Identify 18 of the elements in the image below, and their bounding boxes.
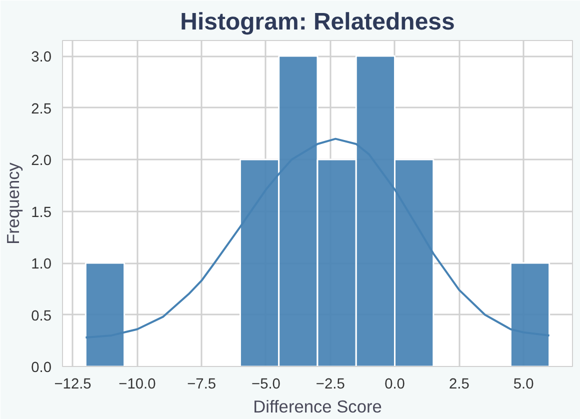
x-tick-label: −7.5 — [187, 376, 216, 392]
x-tick-label: −10.0 — [118, 376, 156, 392]
y-tick-label: 3.0 — [31, 50, 52, 66]
y-tick-label: 2.0 — [31, 153, 52, 170]
y-tick-label: 0.5 — [31, 308, 52, 324]
y-tick-label: 1.5 — [31, 204, 52, 221]
y-tick-label: 1.0 — [31, 256, 52, 273]
x-tick-label: 0.0 — [384, 376, 405, 392]
chart-title: Histogram: Relatedness — [180, 8, 455, 36]
x-tick-label: −2.5 — [316, 376, 345, 392]
x-tick-label: −12.5 — [54, 376, 92, 392]
y-tick-label: 0.0 — [31, 360, 52, 376]
y-tick-label: 2.5 — [31, 101, 52, 118]
x-tick-label: 2.5 — [448, 376, 470, 392]
x-tick-label: 5.0 — [513, 376, 534, 392]
x-axis-title: Difference Score — [253, 396, 382, 416]
y-axis-title: Frequency — [3, 162, 24, 244]
x-tick-label: −5.0 — [252, 376, 280, 392]
